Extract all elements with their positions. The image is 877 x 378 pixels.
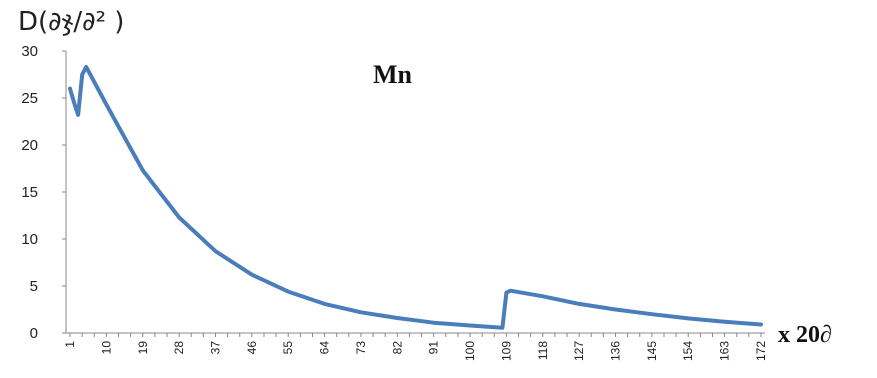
x-tick-label: 19 <box>136 341 150 355</box>
y-axis-label: D(∂ჯ/∂² ) <box>18 7 124 37</box>
x-tick-label: 37 <box>208 341 222 355</box>
data-point <box>142 169 144 171</box>
x-tick-label: 46 <box>245 341 259 355</box>
axes <box>65 51 765 334</box>
y-ticks: 0 5 10 15 20 25 30 <box>21 43 66 342</box>
data-point <box>396 317 398 319</box>
x-tick-label: 145 <box>645 341 659 361</box>
x-axis-label: x 20∂ <box>778 322 832 348</box>
x-tick-label: 154 <box>681 341 695 361</box>
data-point <box>724 321 726 323</box>
x-ticks: 1 10 19 28 37 46 55 64 73 82 91 100 109 118 127 136 145 1… <box>63 333 768 361</box>
y-tick-label: 20 <box>21 137 38 154</box>
x-tick-label: 91 <box>427 341 441 355</box>
data-point <box>85 66 87 68</box>
data-point <box>501 327 503 329</box>
data-point <box>324 303 326 305</box>
data-point <box>542 295 544 297</box>
data-point <box>69 88 71 90</box>
data-point <box>469 325 471 326</box>
data-point <box>81 74 83 75</box>
data-point <box>251 274 253 276</box>
series-line <box>68 65 763 330</box>
x-tick-label: 55 <box>281 341 295 355</box>
data-point <box>73 102 75 104</box>
y-tick-label: 25 <box>21 90 38 107</box>
data-point <box>578 303 580 305</box>
data-point <box>360 311 362 313</box>
x-tick-label: 73 <box>354 341 368 355</box>
y-tick-label: 0 <box>30 325 38 342</box>
x-tick-label: 172 <box>754 341 768 361</box>
data-point <box>760 324 762 325</box>
series-group <box>68 65 763 330</box>
data-point <box>433 322 435 324</box>
y-tick-label: 10 <box>21 231 38 248</box>
x-tick-label: 136 <box>609 341 623 361</box>
y-tick-label: 5 <box>30 278 38 295</box>
data-point <box>105 104 107 106</box>
data-point <box>178 216 180 218</box>
data-point <box>651 313 653 315</box>
data-point <box>215 250 216 252</box>
x-tick-label: 100 <box>463 341 477 361</box>
x-tick-label: 10 <box>99 341 113 355</box>
y-tick-label: 15 <box>21 184 38 201</box>
data-point <box>287 291 289 293</box>
y-tick-label: 30 <box>21 43 38 60</box>
x-tick-label: 28 <box>172 341 186 355</box>
x-tick-label: 1 <box>63 341 77 348</box>
data-point <box>77 114 79 116</box>
x-tick-label: 118 <box>536 341 550 360</box>
data-point <box>615 309 616 310</box>
chart-title: Mn <box>373 60 413 89</box>
x-tick-label: 163 <box>718 341 732 361</box>
x-tick-label: 109 <box>499 341 513 361</box>
data-point <box>687 317 689 319</box>
data-point <box>510 290 511 292</box>
data-point <box>505 292 507 294</box>
x-tick-label: 127 <box>572 341 586 361</box>
x-tick-label: 82 <box>390 341 404 355</box>
x-tick-label: 64 <box>318 341 332 355</box>
